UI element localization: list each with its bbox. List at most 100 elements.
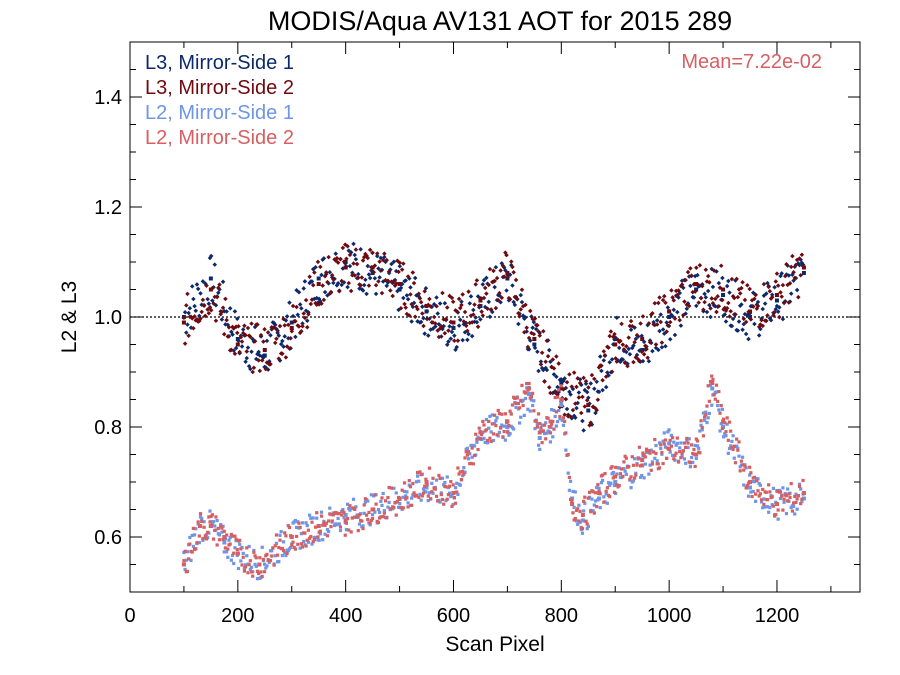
data-point [592,376,597,382]
data-point [339,278,344,284]
data-point [502,424,506,428]
data-point [662,293,667,299]
data-point [776,508,780,512]
data-point [475,440,479,444]
data-point [746,336,751,342]
data-point [579,410,584,416]
data-point [511,270,516,275]
data-point [274,541,279,545]
data-point [658,319,663,325]
data-point-key [316,524,321,528]
data-point [657,328,662,334]
data-point [786,487,790,491]
data-point [654,451,658,456]
data-point [233,534,237,538]
data-point [701,411,706,415]
data-point [191,296,196,302]
data-point [516,401,520,406]
data-point [714,309,719,315]
data-point [513,277,519,283]
data-point [449,479,453,484]
data-point [701,434,706,438]
data-point [222,550,226,554]
data-point [525,386,529,390]
data-point [750,304,756,309]
data-point [226,325,232,330]
data-point [376,266,381,271]
data-point [473,282,478,287]
data-point [453,486,458,490]
data-point [705,288,711,294]
data-point [491,268,496,274]
data-point [775,309,781,314]
data-point [259,570,263,574]
data-point [703,295,709,300]
data-point [656,347,661,353]
data-point [442,502,446,506]
data-point [757,481,761,486]
data-point [442,483,446,487]
data-point [415,306,420,312]
data-point [677,317,682,323]
data-point [284,344,290,349]
data-point [473,315,478,320]
data-point-key [526,392,531,396]
data-point [691,295,697,300]
data-point [456,466,460,470]
data-point [590,497,594,501]
data-point [681,312,686,318]
data-point [572,505,576,510]
data-point [293,518,298,523]
data-point [746,494,751,498]
data-point [731,447,735,451]
data-point [638,475,643,479]
data-point [727,314,732,319]
data-point [335,280,341,286]
data-point [595,505,599,509]
data-point [480,282,486,287]
data-point [196,520,200,524]
data-point [305,524,309,528]
data-point [498,268,503,273]
data-point [431,476,435,480]
data-point [497,290,502,296]
data-point [322,289,328,295]
data-point [324,521,328,525]
data-point [657,295,662,300]
data-point [555,395,560,399]
data-point [398,305,404,311]
data-point [739,459,743,463]
data-point [310,282,316,288]
data-point-key [181,562,186,567]
data-point [754,499,758,503]
data-point [695,444,700,448]
data-point [713,296,718,302]
data-point [208,253,214,259]
data-point [466,450,471,454]
data-point [424,316,430,322]
data-point-key [289,535,294,539]
data-point [718,429,722,433]
x-tick-label: 600 [437,605,470,627]
data-point [289,329,295,334]
data-point [529,394,534,399]
data-point [732,456,736,460]
data-point [408,285,413,290]
data-point [738,469,742,473]
data-point [225,550,229,554]
data-point [363,500,367,504]
data-point [698,451,702,455]
data-point [214,515,218,519]
data-point [425,483,429,487]
data-point [482,436,486,441]
data-point [330,519,334,523]
data-point [512,302,518,308]
data-point [791,501,796,505]
data-point [581,375,586,381]
data-point [672,332,678,338]
data-point [451,483,455,487]
data-point [759,317,764,323]
data-point [232,561,236,566]
data-point [634,332,640,338]
